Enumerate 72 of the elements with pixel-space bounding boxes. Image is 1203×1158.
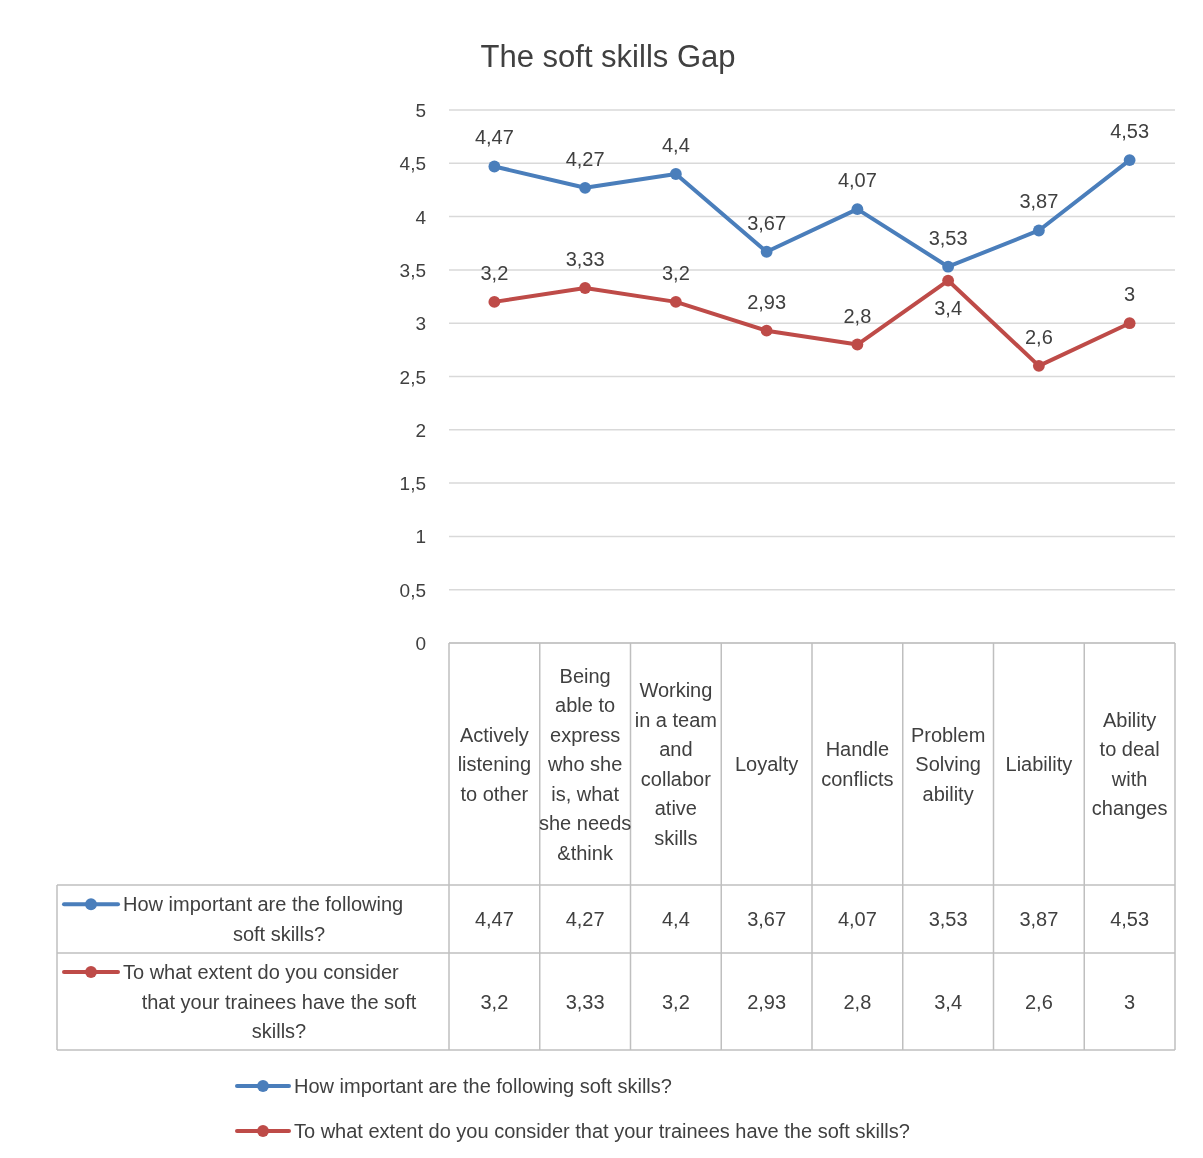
x-tick-label: Loyalty [734, 753, 799, 775]
point [851, 338, 864, 351]
point [1032, 224, 1045, 237]
data-label: 2,6 [1024, 990, 1053, 1013]
point [1032, 359, 1045, 372]
point [669, 168, 682, 180]
data-label: 4,53 [1110, 908, 1150, 930]
x-tick-label: Handle conflicts [821, 738, 894, 790]
text: 2,6 [1024, 325, 1053, 348]
point [579, 282, 592, 294]
text: 4,53 [1110, 120, 1150, 143]
text: 4,27 [565, 147, 605, 170]
y-tick-label: 1,5 [399, 473, 426, 495]
text: 3,4 [934, 296, 963, 319]
y-tick-label: 4,5 [399, 153, 426, 175]
data-label: 3,2 [661, 990, 690, 1013]
x-tick-label: Working in a team and collaborative skills [634, 679, 718, 849]
text: 2,8 [843, 304, 872, 327]
point [488, 160, 501, 173]
text: 2,93 [747, 290, 787, 313]
text: 4,4 [661, 133, 690, 156]
point [760, 245, 773, 258]
text: 3,2 [480, 261, 509, 284]
x-tick-label: Ability to deal with changes [1091, 708, 1168, 820]
x-tick-label: Actively listening to other [457, 723, 532, 805]
data-label: 3,67 [747, 908, 787, 930]
data-label: 4,4 [661, 908, 690, 930]
text: 3,53 [928, 226, 968, 249]
legend-label: To what extent do you consider that your trainees have the soft skills? [123, 961, 417, 1042]
text: How important are the following soft skills? [294, 1075, 672, 1097]
x-tick-label: Being able to express who she is, what she needs &think [538, 664, 632, 864]
data-label: 3,2 [480, 990, 509, 1013]
text: To what extent do you consider that your trainees have the soft skills? [294, 1120, 910, 1142]
y-tick-label: 5 [415, 100, 426, 121]
data-label: 3,87 [1019, 908, 1059, 930]
y-tick-label: 3,5 [399, 259, 426, 281]
data-label: 3,53 [928, 908, 968, 930]
y-tick-label: 2,5 [399, 366, 426, 388]
text: 3,87 [1019, 190, 1059, 213]
point [669, 295, 682, 308]
point [488, 295, 501, 308]
point [851, 203, 864, 216]
point [1123, 154, 1136, 167]
y-tick-label: 3 [415, 313, 426, 335]
text: 4,47 [474, 126, 514, 149]
point [579, 181, 592, 194]
data-label: 4,07 [837, 908, 877, 930]
data-label: 3 [1124, 990, 1136, 1013]
legend-label: How important are the following soft skills? [123, 893, 404, 945]
chart-title: The soft skills Gap [480, 39, 736, 74]
x-tick-label: Problem Solving ability [910, 723, 986, 805]
y-tick-label: 0 [415, 633, 426, 654]
x-tick-label: Liability [1005, 753, 1073, 775]
point [942, 260, 955, 273]
data-label: 3,4 [934, 990, 963, 1013]
y-tick-label: 0,5 [399, 579, 426, 601]
text: 4,07 [837, 169, 877, 192]
text: 3,33 [565, 248, 605, 271]
point [760, 324, 773, 337]
data-label: 3,33 [565, 990, 605, 1013]
data-label: 4,47 [474, 908, 514, 930]
point [942, 274, 955, 287]
text: 3,67 [747, 211, 787, 234]
y-tick-label: 2 [415, 419, 426, 441]
data-label: 4,27 [565, 908, 605, 930]
data-label: 2,8 [843, 990, 872, 1013]
y-tick-label: 1 [415, 526, 426, 548]
point [1123, 317, 1136, 330]
text: 3 [1124, 283, 1136, 306]
text: 3,2 [661, 261, 690, 284]
data-label: 2,93 [747, 990, 787, 1013]
y-tick-label: 4 [415, 206, 427, 228]
